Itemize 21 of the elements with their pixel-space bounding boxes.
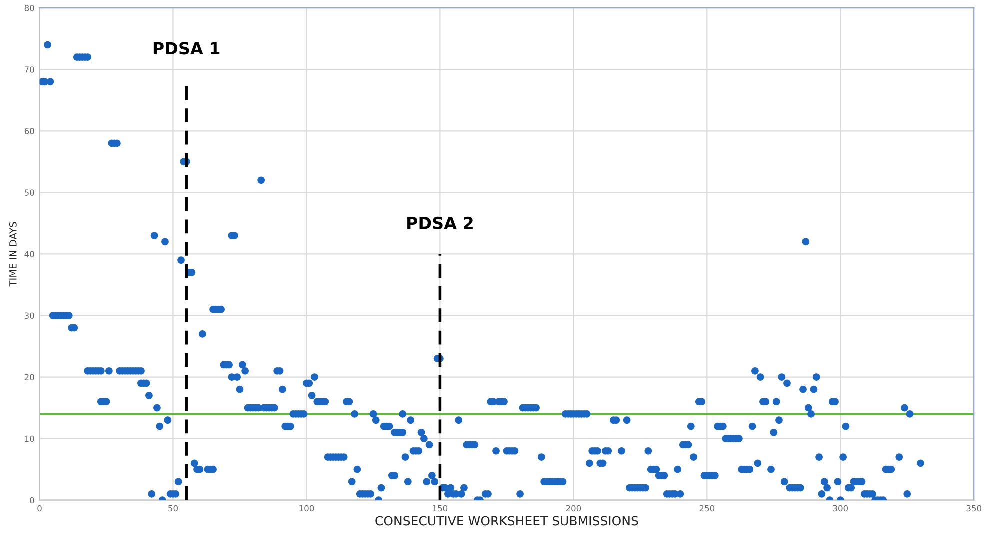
- y-tick-label: 70: [24, 66, 34, 73]
- y-tick-label: 10: [25, 436, 34, 442]
- ref-line-label: PDSA 1: [154, 42, 220, 55]
- y-tick-label: 40: [24, 251, 34, 258]
- y-tick-label: 50: [24, 190, 34, 196]
- y-tick-label: 30: [24, 312, 34, 320]
- x-tick-label: 150: [433, 505, 448, 512]
- ref-line-label: PDSA 2: [408, 216, 473, 230]
- x-axis-title: CONSECUTIVE WORKSHEET SUBMISSIONS: [376, 516, 638, 526]
- y-axis-title: TIME IN DAYS: [10, 222, 17, 287]
- y-tick-label: 60: [24, 128, 34, 134]
- y-tick-label: 20: [24, 374, 34, 381]
- x-tick-label: 100: [300, 505, 314, 512]
- x-tick-label: 200: [566, 505, 582, 512]
- x-tick-label: 350: [966, 505, 982, 512]
- x-tick-label: 0: [38, 505, 42, 512]
- y-tick-label: 80: [24, 5, 34, 12]
- x-tick-label: 250: [700, 505, 715, 512]
- x-tick-label: 50: [168, 505, 178, 512]
- x-tick-label: 300: [833, 505, 848, 512]
- y-tick-label: 0: [30, 497, 34, 504]
